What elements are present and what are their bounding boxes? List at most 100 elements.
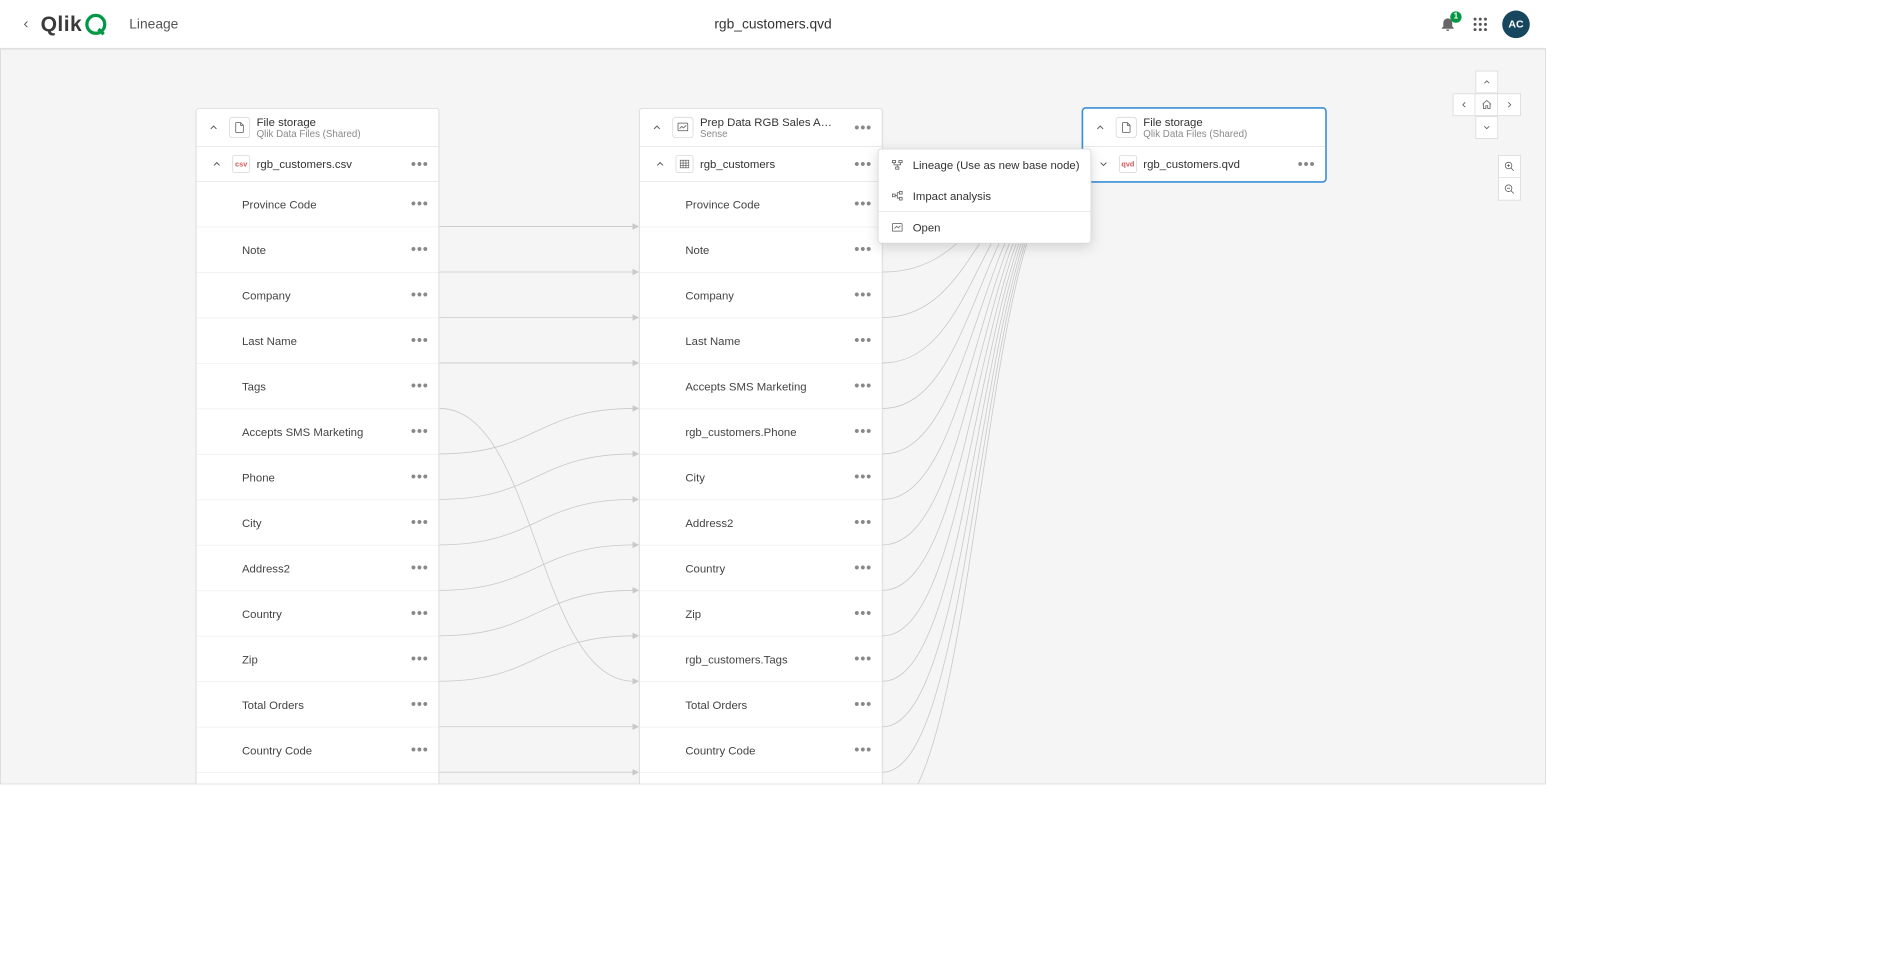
field-row[interactable]: Total Orders••• xyxy=(640,682,882,727)
field-row[interactable]: Province Code••• xyxy=(197,182,439,227)
field-actions-icon[interactable]: ••• xyxy=(409,648,430,669)
field-row[interactable]: Total Spent••• xyxy=(197,773,439,784)
field-actions-icon[interactable]: ••• xyxy=(409,376,430,397)
field-actions-icon[interactable]: ••• xyxy=(409,330,430,351)
object-actions-icon[interactable]: ••• xyxy=(409,153,430,174)
qlik-q-icon xyxy=(85,13,106,34)
field-actions-icon[interactable]: ••• xyxy=(409,285,430,306)
field-row[interactable]: Address2••• xyxy=(640,500,882,545)
field-actions-icon[interactable]: ••• xyxy=(409,239,430,260)
app-grid-icon[interactable] xyxy=(1471,15,1489,33)
collapse-object-icon[interactable] xyxy=(208,155,226,173)
open-icon xyxy=(890,220,905,235)
field-actions-icon[interactable]: ••• xyxy=(853,330,874,351)
nav-left-button[interactable] xyxy=(1453,93,1476,116)
field-actions-icon[interactable]: ••• xyxy=(853,194,874,215)
nav-down-button[interactable] xyxy=(1475,116,1498,139)
field-row[interactable]: Company••• xyxy=(640,273,882,318)
field-actions-icon[interactable]: ••• xyxy=(853,603,874,624)
field-row[interactable]: City••• xyxy=(640,455,882,500)
collapse-node-icon[interactable] xyxy=(648,119,666,137)
field-actions-icon[interactable]: ••• xyxy=(409,557,430,578)
node-object-row[interactable]: qvd rgb_customers.qvd ••• xyxy=(1083,147,1325,181)
field-row[interactable]: Last Name••• xyxy=(197,318,439,363)
field-actions-icon[interactable]: ••• xyxy=(409,694,430,715)
center-title: rgb_customers.qvd xyxy=(714,16,831,32)
field-actions-icon[interactable]: ••• xyxy=(853,421,874,442)
expand-object-icon[interactable] xyxy=(1095,155,1113,173)
field-row[interactable]: Country Code••• xyxy=(640,728,882,773)
lineage-icon xyxy=(890,158,905,173)
node-object-row[interactable]: csv rgb_customers.csv ••• xyxy=(197,147,439,182)
collapse-object-icon[interactable] xyxy=(651,155,669,173)
field-row[interactable]: Accepts SMS Marketing••• xyxy=(640,364,882,409)
lineage-canvas[interactable]: File storage Qlik Data Files (Shared) cs… xyxy=(0,49,1546,785)
impact-icon xyxy=(890,188,905,203)
menu-item-open[interactable]: Open xyxy=(879,211,1091,243)
field-actions-icon[interactable]: ••• xyxy=(853,512,874,533)
field-actions-icon[interactable]: ••• xyxy=(409,603,430,624)
notification-badge: 1 xyxy=(1450,11,1461,22)
field-row[interactable]: Province Code••• xyxy=(640,182,882,227)
field-label: Address2 xyxy=(685,516,852,529)
field-row[interactable]: Total Spent••• xyxy=(640,773,882,784)
field-actions-icon[interactable]: ••• xyxy=(409,512,430,533)
navigator-controls xyxy=(1453,71,1521,139)
object-label: rgb_customers xyxy=(700,158,846,171)
notification-bell-icon[interactable]: 1 xyxy=(1439,14,1458,33)
field-actions-icon[interactable]: ••• xyxy=(853,285,874,306)
nav-up-button[interactable] xyxy=(1475,71,1498,94)
field-row[interactable]: Total Orders••• xyxy=(197,682,439,727)
field-list: Province Code•••Note•••Company•••Last Na… xyxy=(640,182,882,785)
field-row[interactable]: Note••• xyxy=(197,227,439,272)
collapse-node-icon[interactable] xyxy=(1091,119,1109,137)
field-row[interactable]: Address2••• xyxy=(197,546,439,591)
field-label: Accepts SMS Marketing xyxy=(685,380,852,393)
zoom-out-button[interactable] xyxy=(1498,178,1521,201)
user-avatar[interactable]: AC xyxy=(1502,10,1530,38)
menu-item-lineage[interactable]: Lineage (Use as new base node) xyxy=(879,149,1091,180)
field-actions-icon[interactable]: ••• xyxy=(853,739,874,760)
field-row[interactable]: rgb_customers.Tags••• xyxy=(640,637,882,682)
field-row[interactable]: Company••• xyxy=(197,273,439,318)
table-icon xyxy=(676,155,694,173)
field-row[interactable]: Country Code••• xyxy=(197,728,439,773)
field-row[interactable]: Tags••• xyxy=(197,364,439,409)
field-row[interactable]: Zip••• xyxy=(640,591,882,636)
field-row[interactable]: Last Name••• xyxy=(640,318,882,363)
node-subtitle: Qlik Data Files (Shared) xyxy=(1143,128,1317,139)
field-row[interactable]: Country••• xyxy=(640,546,882,591)
field-actions-icon[interactable]: ••• xyxy=(853,557,874,578)
field-row[interactable]: City••• xyxy=(197,500,439,545)
field-row[interactable]: Phone••• xyxy=(197,455,439,500)
field-row[interactable]: Note••• xyxy=(640,227,882,272)
lineage-node-sense-app: Prep Data RGB Sales A… Sense ••• rgb_cus… xyxy=(639,108,883,784)
menu-item-impact-analysis[interactable]: Impact analysis xyxy=(879,180,1091,211)
nav-right-button[interactable] xyxy=(1498,93,1521,116)
field-label: Zip xyxy=(685,607,852,620)
nav-middle-row xyxy=(1453,93,1521,116)
zoom-in-button[interactable] xyxy=(1498,155,1521,178)
field-actions-icon[interactable]: ••• xyxy=(409,421,430,442)
field-row[interactable]: Zip••• xyxy=(197,637,439,682)
field-actions-icon[interactable]: ••• xyxy=(853,239,874,260)
csv-icon: csv xyxy=(232,155,250,173)
back-button[interactable] xyxy=(16,14,35,33)
object-actions-icon[interactable]: ••• xyxy=(853,153,874,174)
field-row[interactable]: rgb_customers.Phone••• xyxy=(640,409,882,454)
field-row[interactable]: Country••• xyxy=(197,591,439,636)
collapse-node-icon[interactable] xyxy=(205,119,223,137)
object-actions-icon[interactable]: ••• xyxy=(1296,153,1317,174)
field-actions-icon[interactable]: ••• xyxy=(409,194,430,215)
field-actions-icon[interactable]: ••• xyxy=(853,376,874,397)
node-object-row[interactable]: rgb_customers ••• xyxy=(640,147,882,182)
field-label: Province Code xyxy=(685,198,852,211)
node-actions-icon[interactable]: ••• xyxy=(853,117,874,138)
field-actions-icon[interactable]: ••• xyxy=(853,694,874,715)
field-actions-icon[interactable]: ••• xyxy=(853,466,874,487)
field-actions-icon[interactable]: ••• xyxy=(409,466,430,487)
field-row[interactable]: Accepts SMS Marketing••• xyxy=(197,409,439,454)
nav-home-button[interactable] xyxy=(1475,93,1498,116)
field-actions-icon[interactable]: ••• xyxy=(853,648,874,669)
field-actions-icon[interactable]: ••• xyxy=(409,739,430,760)
